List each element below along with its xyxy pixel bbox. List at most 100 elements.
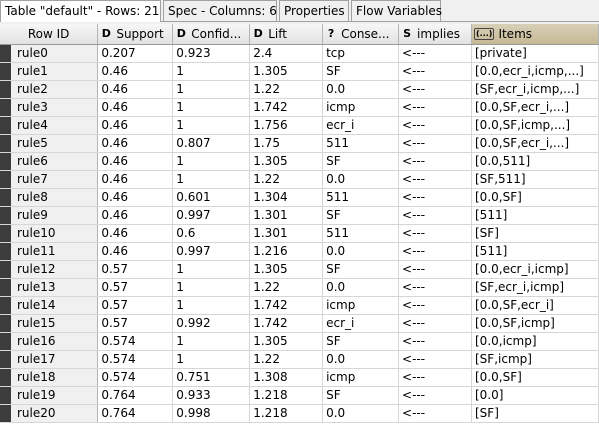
confidence-cell[interactable]: 1 (172, 332, 251, 351)
consequent-cell[interactable]: SF (322, 332, 400, 351)
items-cell[interactable]: [0.0,ecr_i,icmp] (471, 260, 599, 279)
tab-spec-columns[interactable]: Spec - Columns: 6 (163, 0, 277, 21)
lift-cell[interactable]: 1.301 (249, 224, 324, 243)
lift-cell[interactable]: 1.75 (249, 134, 324, 153)
consequent-cell[interactable]: 0.0 (322, 170, 400, 189)
confidence-cell[interactable]: 0.998 (172, 404, 251, 423)
column-header-support[interactable]: D Support (97, 24, 174, 45)
lift-cell[interactable]: 1.308 (249, 368, 324, 387)
consequent-cell[interactable]: icmp (322, 368, 400, 387)
implies-cell[interactable]: <--- (398, 170, 472, 189)
lift-cell[interactable]: 1.218 (249, 404, 324, 423)
table-row[interactable]: rule8 0.46 0.601 1.304 511 <--- [0.0,SF] (0, 188, 599, 207)
lift-cell[interactable]: 1.305 (249, 152, 324, 171)
table-row[interactable]: rule17 0.574 1 1.22 0.0 <--- [SF,icmp] (0, 350, 599, 369)
items-cell[interactable]: [0.0,SF,ecr_i] (471, 296, 599, 315)
row-id-cell[interactable]: rule17 (0, 350, 99, 369)
consequent-cell[interactable]: SF (322, 206, 400, 225)
items-cell[interactable]: [0.0,SF] (471, 188, 599, 207)
consequent-cell[interactable]: SF (322, 152, 400, 171)
column-header-consequent[interactable]: ? Conse... (322, 24, 400, 45)
table-row[interactable]: rule12 0.57 1 1.305 SF <--- [0.0,ecr_i,icmp] (0, 260, 599, 279)
row-id-cell[interactable]: rule18 (0, 368, 99, 387)
consequent-cell[interactable]: icmp (322, 98, 400, 117)
confidence-cell[interactable]: 0.997 (172, 206, 251, 225)
items-cell[interactable]: [0.0,ecr_i,icmp,...] (471, 62, 599, 81)
lift-cell[interactable]: 1.216 (249, 242, 324, 261)
consequent-cell[interactable]: ecr_i (322, 116, 400, 135)
table-row[interactable]: rule11 0.46 0.997 1.216 0.0 <--- [511] (0, 242, 599, 261)
consequent-cell[interactable]: ecr_i (322, 314, 400, 333)
implies-cell[interactable]: <--- (398, 80, 472, 99)
table-row[interactable]: rule18 0.574 0.751 1.308 icmp <--- [0.0,SF] (0, 368, 599, 387)
implies-cell[interactable]: <--- (398, 206, 472, 225)
column-header-row-id[interactable]: Row ID (0, 24, 99, 45)
lift-cell[interactable]: 1.301 (249, 206, 324, 225)
lift-cell[interactable]: 1.22 (249, 170, 324, 189)
consequent-cell[interactable]: SF (322, 62, 400, 81)
consequent-cell[interactable]: 511 (322, 224, 400, 243)
implies-cell[interactable]: <--- (398, 188, 472, 207)
row-id-cell[interactable]: rule12 (0, 260, 99, 279)
implies-cell[interactable]: <--- (398, 260, 472, 279)
row-id-cell[interactable]: rule6 (0, 152, 99, 171)
lift-cell[interactable]: 1.305 (249, 260, 324, 279)
support-cell[interactable]: 0.46 (97, 62, 174, 81)
support-cell[interactable]: 0.46 (97, 206, 174, 225)
table-row[interactable]: rule1 0.46 1 1.305 SF <--- [0.0,ecr_i,icmp,...… (0, 62, 599, 81)
table-row[interactable]: rule0 0.207 0.923 2.4 tcp <--- [private] (0, 44, 599, 63)
row-id-cell[interactable]: rule19 (0, 386, 99, 405)
consequent-cell[interactable]: 0.0 (322, 278, 400, 297)
lift-cell[interactable]: 1.22 (249, 278, 324, 297)
confidence-cell[interactable]: 0.807 (172, 134, 251, 153)
support-cell[interactable]: 0.574 (97, 332, 174, 351)
lift-cell[interactable]: 2.4 (249, 44, 324, 63)
lift-cell[interactable]: 1.742 (249, 98, 324, 117)
lift-cell[interactable]: 1.305 (249, 332, 324, 351)
confidence-cell[interactable]: 1 (172, 116, 251, 135)
items-cell[interactable]: [0.0,SF,icmp,...] (471, 116, 599, 135)
support-cell[interactable]: 0.46 (97, 242, 174, 261)
consequent-cell[interactable]: 511 (322, 188, 400, 207)
lift-cell[interactable]: 1.742 (249, 314, 324, 333)
items-cell[interactable]: [0.0,SF,ecr_i,...] (471, 134, 599, 153)
support-cell[interactable]: 0.46 (97, 134, 174, 153)
tab-table-default[interactable]: Table "default" - Rows: 21 (0, 0, 161, 22)
column-header-lift[interactable]: D Lift (249, 24, 324, 45)
support-cell[interactable]: 0.46 (97, 170, 174, 189)
implies-cell[interactable]: <--- (398, 368, 472, 387)
items-cell[interactable]: [SF] (471, 224, 599, 243)
items-cell[interactable]: [SF,icmp] (471, 350, 599, 369)
support-cell[interactable]: 0.207 (97, 44, 174, 63)
column-header-items[interactable]: (...) Items (471, 24, 599, 45)
table-row[interactable]: rule16 0.574 1 1.305 SF <--- [0.0,icmp] (0, 332, 599, 351)
table-row[interactable]: rule15 0.57 0.992 1.742 ecr_i <--- [0.0,SF,icm… (0, 314, 599, 333)
table-row[interactable]: rule10 0.46 0.6 1.301 511 <--- [SF] (0, 224, 599, 243)
row-id-cell[interactable]: rule2 (0, 80, 99, 99)
support-cell[interactable]: 0.46 (97, 188, 174, 207)
consequent-cell[interactable]: 511 (322, 134, 400, 153)
confidence-cell[interactable]: 0.933 (172, 386, 251, 405)
consequent-cell[interactable]: 0.0 (322, 242, 400, 261)
row-id-cell[interactable]: rule10 (0, 224, 99, 243)
row-id-cell[interactable]: rule3 (0, 98, 99, 117)
table-row[interactable]: rule4 0.46 1 1.756 ecr_i <--- [0.0,SF,icmp,...… (0, 116, 599, 135)
support-cell[interactable]: 0.764 (97, 404, 174, 423)
table-row[interactable]: rule13 0.57 1 1.22 0.0 <--- [SF,ecr_i,icmp] (0, 278, 599, 297)
confidence-cell[interactable]: 1 (172, 350, 251, 369)
implies-cell[interactable]: <--- (398, 134, 472, 153)
confidence-cell[interactable]: 1 (172, 80, 251, 99)
support-cell[interactable]: 0.46 (97, 152, 174, 171)
consequent-cell[interactable]: tcp (322, 44, 400, 63)
table-row[interactable]: rule9 0.46 0.997 1.301 SF <--- [511] (0, 206, 599, 225)
data-table-view[interactable]: Row ID D Support D Confid... D Lift ? Conse.… (0, 24, 599, 426)
support-cell[interactable]: 0.46 (97, 80, 174, 99)
lift-cell[interactable]: 1.756 (249, 116, 324, 135)
items-cell[interactable]: [511] (471, 206, 599, 225)
confidence-cell[interactable]: 1 (172, 260, 251, 279)
consequent-cell[interactable]: SF (322, 260, 400, 279)
consequent-cell[interactable]: 0.0 (322, 80, 400, 99)
table-row[interactable]: rule7 0.46 1 1.22 0.0 <--- [SF,511] (0, 170, 599, 189)
table-row[interactable]: rule20 0.764 0.998 1.218 0.0 <--- [SF] (0, 404, 599, 423)
items-cell[interactable]: [0.0] (471, 386, 599, 405)
